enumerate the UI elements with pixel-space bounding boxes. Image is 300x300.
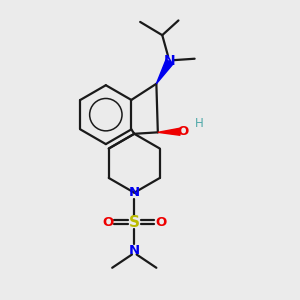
Text: N: N (164, 54, 176, 68)
Polygon shape (158, 128, 180, 135)
Text: H: H (195, 117, 203, 130)
Text: O: O (102, 216, 113, 229)
Text: O: O (177, 125, 188, 138)
Text: S: S (129, 214, 140, 230)
Text: O: O (155, 216, 166, 229)
Text: N: N (129, 244, 140, 256)
Polygon shape (156, 59, 173, 84)
Text: N: N (129, 186, 140, 199)
